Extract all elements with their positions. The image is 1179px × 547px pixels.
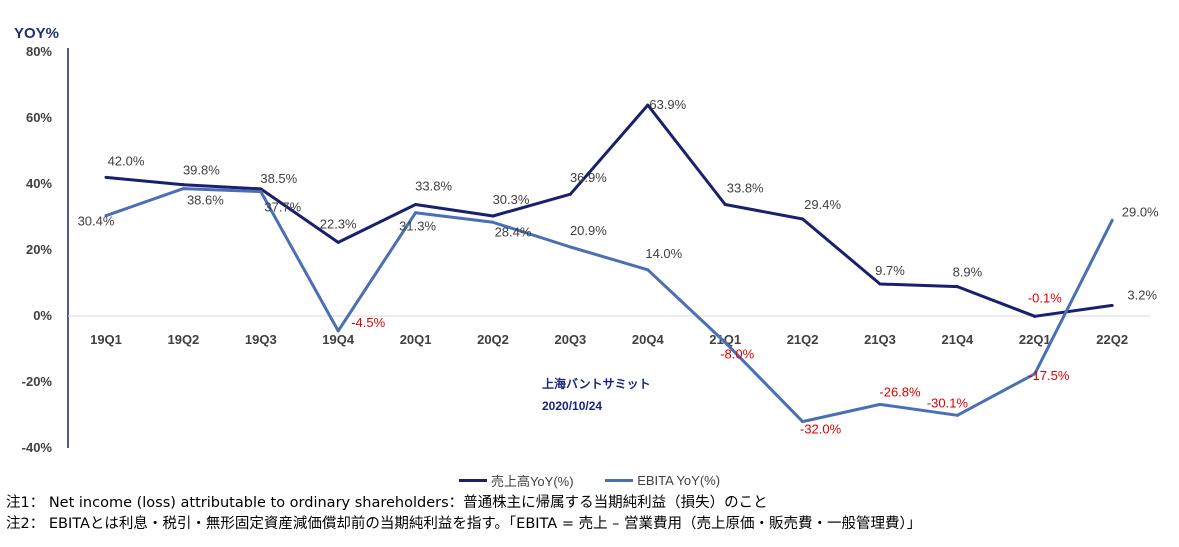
y-tick-label: -20% [22,374,53,389]
line-chart: 80% 60% 40% 20% 0% -20% -40% 19Q1 19Q2 19Q3 19Q4 2… [14,25,1160,455]
x-tick-label: 19Q2 [167,332,199,347]
y-axis: 80% 60% 40% 20% 0% -20% -40% [22,44,69,455]
data-label-sales: 29.4% [804,197,841,212]
data-point-sales [568,192,572,196]
data-point-ebita [181,187,185,191]
data-point-sales [1033,314,1037,318]
data-label-ebita: -8.0% [720,346,754,361]
y-tick-label: -40% [22,440,53,455]
data-label-ebita: 38.6% [187,193,224,208]
x-tick-label: 20Q3 [554,332,586,347]
y-tick-label: 0% [33,308,52,323]
data-label-ebita: -17.5% [1028,368,1070,383]
x-tick-label: 21Q4 [941,332,974,347]
data-label-ebita: -30.1% [927,395,969,410]
x-tick-label: 21Q2 [787,332,819,347]
data-label-sales: 30.3% [493,192,530,207]
data-label-ebita: 20.9% [570,223,607,238]
data-label-sales: 33.8% [727,180,764,195]
data-point-sales [1110,303,1114,307]
x-axis: 19Q1 19Q2 19Q3 19Q4 20Q1 20Q2 20Q3 20Q4 21Q1 21Q2… [68,315,1150,347]
data-point-ebita [336,329,340,333]
x-tick-label: 21Q3 [864,332,896,347]
y-tick-label: 20% [26,242,52,257]
data-point-ebita [259,190,263,194]
data-label-sales: -0.1% [1028,290,1062,305]
data-point-sales [646,103,650,107]
data-label-sales: 8.9% [953,265,983,280]
footnote-1: 注1： Net income (loss) attributable to or… [6,495,768,511]
data-point-sales [801,217,805,221]
legend-item-sales: 売上高YoY(%) [458,471,574,490]
footnote-2: 注2： EBITAとは利息・税引・無形固定資産減価償却前の当期純利益を指す。「E… [6,516,922,532]
data-point-ebita [646,268,650,272]
data-point-sales [491,214,495,218]
data-label-sales: 42.0% [108,153,145,168]
data-point-ebita [1033,372,1037,376]
x-tick-label: 20Q4 [632,332,665,347]
data-point-ebita [568,245,572,249]
data-label-ebita: 30.4% [78,214,115,229]
data-point-ebita [955,413,959,417]
x-tick-label: 19Q1 [90,332,122,347]
data-point-sales [723,202,727,206]
legend-swatch-sales [458,479,487,482]
y-axis-title: YOY% [14,25,59,42]
legend: 売上高YoY(%) EBITA YoY(%) [0,470,1179,490]
data-label-sales: 22.3% [320,216,357,231]
x-tick-label: 20Q2 [477,332,509,347]
x-tick-label: 22Q1 [1019,332,1051,347]
legend-item-ebita: EBITA YoY(%) [605,473,720,488]
data-label-ebita: 28.4% [495,224,532,239]
data-point-sales [181,183,185,187]
legend-swatch-ebita [605,479,634,482]
data-point-ebita [878,402,882,406]
series-layer [104,103,1114,424]
data-label-ebita: -26.8% [879,384,921,399]
data-label-ebita: -32.0% [800,422,842,437]
data-point-sales [878,282,882,286]
data-label-ebita: 37.7% [264,200,301,215]
footnotes: 注1： Net income (loss) attributable to or… [6,493,921,535]
x-tick-label: 19Q4 [322,332,355,347]
data-labels-layer: 42.0% 39.8% 38.5% 22.3% 33.8% 30.3% 36.9% 63.9%… [78,97,1160,436]
x-tick-label: 22Q2 [1096,332,1128,347]
series-line-ebita [105,187,1114,424]
legend-label-ebita: EBITA YoY(%) [637,473,721,488]
watermark-line2: 2020/10/24 [542,399,602,413]
x-tick-label: 21Q1 [709,332,741,347]
data-label-sales: 36.9% [570,170,607,185]
data-point-ebita [1110,218,1114,222]
legend-label-sales: 売上高YoY(%) [490,474,574,489]
data-point-sales [955,285,959,289]
data-label-ebita: 29.0% [1122,204,1159,219]
x-tick-label: 19Q3 [245,332,277,347]
data-point-sales [414,202,418,206]
data-label-sales: 63.9% [649,97,686,112]
data-label-ebita: 31.3% [399,219,436,234]
x-tick-label: 20Q1 [400,332,432,347]
y-tick-label: 80% [26,44,52,59]
data-point-sales [259,187,263,191]
data-point-ebita [723,340,727,344]
data-label-sales: 33.8% [415,178,452,193]
data-point-ebita [801,420,805,424]
series-line-sales [105,103,1113,318]
data-point-ebita [104,214,108,218]
data-label-sales: 9.7% [875,263,905,278]
data-label-sales: 39.8% [183,163,220,178]
data-point-sales [336,240,340,244]
data-point-ebita [414,211,418,215]
data-point-ebita [491,220,495,224]
data-label-ebita: -4.5% [351,315,385,330]
data-point-sales [104,175,108,179]
y-tick-label: 40% [26,176,52,191]
data-label-sales: 38.5% [260,171,297,186]
data-label-sales: 3.2% [1127,287,1157,302]
watermark-line1: 上海バントサミット [542,376,651,391]
data-label-ebita: 14.0% [645,246,682,261]
y-tick-label: 60% [26,110,52,125]
